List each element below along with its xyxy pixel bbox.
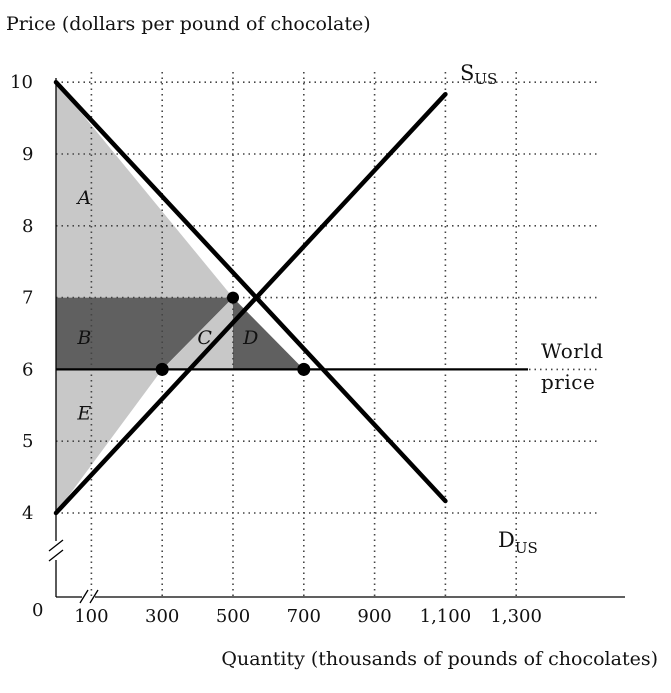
y-tick-label-9: 9 [22, 144, 33, 165]
region-label-d: D [242, 327, 258, 349]
region-label-e: E [76, 402, 91, 424]
axes [48, 78, 625, 604]
equilibrium-point [227, 291, 239, 304]
region-label-a: A [75, 187, 91, 209]
x-axis-break-mark-2 [89, 589, 99, 604]
region-label-c: C [197, 327, 212, 349]
x-tick-label-1300: 1,300 [490, 606, 542, 627]
supply-label: SUS [460, 61, 497, 88]
x-axis-break-mark-1 [79, 589, 89, 604]
x-tick-label-300: 300 [145, 606, 179, 627]
x-tick-label-500: 500 [216, 606, 250, 627]
origin-label: 0 [32, 600, 43, 621]
curves [53, 79, 528, 516]
x-tick-label-700: 700 [287, 606, 321, 627]
region-d [233, 297, 304, 370]
x-tick-label-900: 900 [357, 606, 391, 627]
y-axis-title: Price (dollars per pound of chocolate) [6, 13, 371, 35]
region-a [56, 82, 233, 298]
y-axis-break-mark-2 [48, 549, 64, 562]
region-e [56, 369, 163, 513]
x-axis-title: Quantity (thousands of pounds of chocola… [221, 648, 658, 670]
y-tick-label-8: 8 [22, 216, 33, 237]
world-price-point-1 [155, 362, 169, 376]
shaded-regions [56, 82, 304, 513]
y-tick-label-10: 10 [10, 72, 33, 93]
y-axis-break-mark-1 [48, 539, 64, 552]
x-tick-label-1100: 1,100 [420, 606, 472, 627]
x-tick-label-100: 100 [74, 606, 108, 627]
world-price-point-2 [297, 362, 311, 376]
region-b [56, 297, 233, 370]
y-tick-label-6: 6 [22, 359, 33, 380]
region-label-b: B [76, 327, 91, 349]
world-price-label-line1: World [541, 339, 604, 363]
supply-curve [53, 91, 448, 516]
demand-curve [53, 79, 448, 504]
demand-label: DUS [498, 528, 538, 557]
y-tick-label-5: 5 [22, 431, 33, 452]
supply-label-sub: US [474, 70, 497, 88]
world-price-label-line2: price [541, 370, 595, 394]
y-tick-label-7: 7 [22, 288, 33, 309]
region-c [162, 297, 233, 370]
y-tick-label-4: 4 [22, 503, 33, 524]
demand-label-sub: US [515, 539, 538, 557]
